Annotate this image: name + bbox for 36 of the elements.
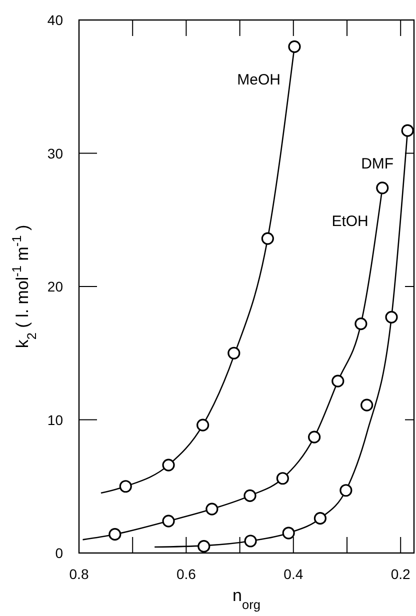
point: [314, 512, 326, 525]
point: [376, 182, 389, 194]
point: [261, 232, 274, 245]
x-tick-label: 0.4: [284, 566, 304, 582]
point: [108, 528, 122, 541]
point: [282, 526, 295, 540]
point: [162, 458, 175, 472]
point: [162, 514, 175, 528]
series-label: DMF: [361, 156, 394, 173]
y-tick-label: 40: [47, 12, 64, 28]
x-tick-label: 0.2: [390, 566, 411, 582]
point: [401, 124, 414, 137]
point: [244, 534, 257, 548]
y-tick-label: 20: [47, 278, 64, 294]
point: [206, 502, 218, 516]
point: [228, 346, 240, 360]
point: [288, 40, 301, 53]
point: [332, 374, 344, 388]
point: [198, 540, 210, 553]
y-tick-label: 10: [47, 412, 64, 428]
series-label: EtOH: [332, 212, 368, 230]
point: [340, 484, 352, 497]
point: [119, 480, 132, 493]
point: [308, 430, 321, 444]
x-tick-label: 0.8: [69, 566, 89, 582]
series-label: MeOH: [237, 72, 280, 89]
point: [354, 318, 368, 330]
point: [196, 418, 210, 432]
point: [385, 310, 398, 324]
y-tick-label: 0: [55, 545, 64, 561]
point: [276, 472, 289, 485]
point: [244, 489, 256, 502]
point: [360, 398, 374, 412]
x-tick-label: 0.6: [176, 566, 196, 582]
y-tick-label: 30: [47, 145, 64, 162]
x-axis-title: n$_{org}$: [232, 586, 260, 612]
